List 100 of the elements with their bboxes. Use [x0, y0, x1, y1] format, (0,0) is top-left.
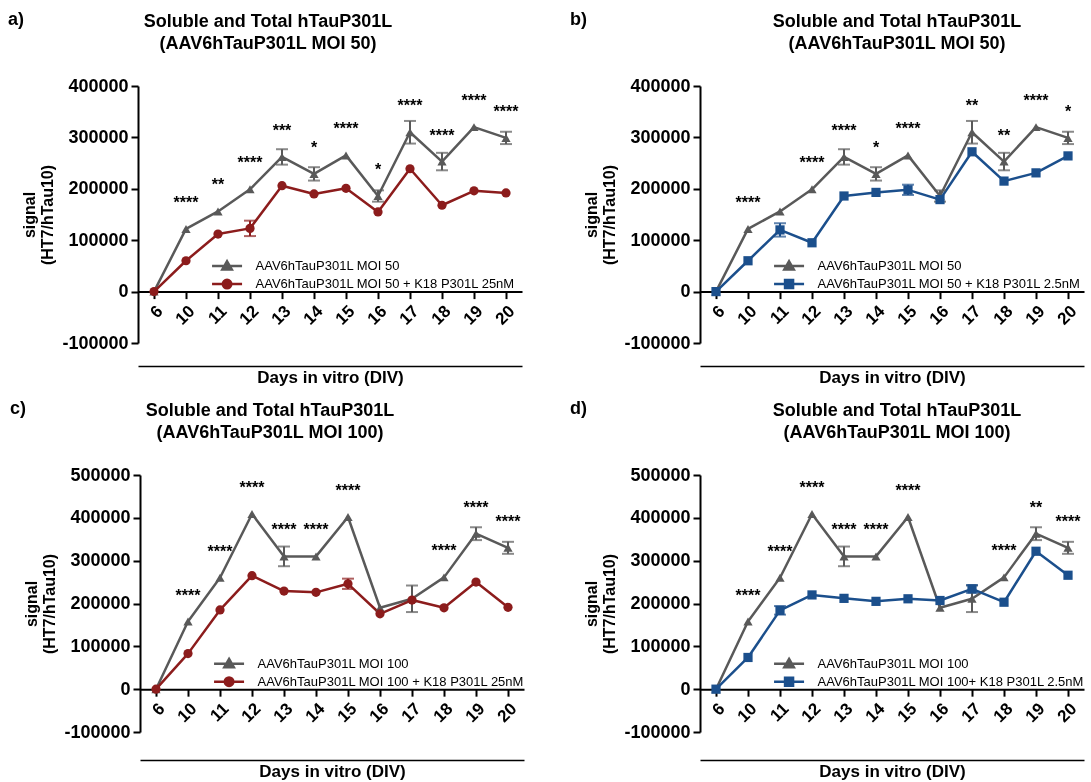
point — [807, 238, 817, 248]
point — [247, 571, 257, 581]
x-tick-label: 17 — [957, 699, 985, 727]
point — [469, 186, 479, 196]
x-tick-label: 6 — [148, 699, 169, 720]
x-tick-label: 16 — [925, 699, 953, 727]
x-tick-label: 13 — [829, 301, 857, 329]
point — [903, 594, 913, 604]
point — [871, 552, 881, 561]
x-tick-label: 10 — [171, 301, 199, 329]
x-tick-label: 17 — [397, 699, 425, 727]
point — [215, 605, 225, 615]
y-axis-title: signal (HT7/hTau10) — [21, 164, 57, 266]
x-tick-label: 17 — [957, 301, 985, 329]
annotation: **** — [863, 521, 890, 539]
point — [471, 577, 481, 587]
annotation: **** — [335, 482, 362, 500]
x-axis-title: Days in vitro (DIV) — [819, 367, 966, 387]
chart-subtitle: (AAV6hTauP301L MOI 100) — [156, 422, 384, 442]
point — [807, 509, 817, 518]
annotation: **** — [207, 542, 234, 560]
y-tick-label: 400000 — [70, 507, 131, 528]
point — [1031, 546, 1041, 556]
point — [807, 590, 817, 600]
y-tick-label: -100000 — [64, 721, 131, 742]
x-tick-label: 12 — [237, 699, 265, 727]
annotation: **** — [429, 126, 456, 144]
y-axis-title: signal (HT7/hTau10) — [583, 164, 619, 266]
legend-label: AAV6hTauP301L MOI 50 — [817, 258, 962, 274]
point — [839, 191, 849, 201]
x-tick-label: 20 — [493, 699, 521, 727]
point — [839, 593, 849, 603]
chart-subtitle: (AAV6hTauP301L MOI 50) — [159, 33, 377, 53]
x-tick-label: 11 — [206, 699, 233, 726]
point — [1031, 123, 1041, 132]
y-tick-label: 400000 — [68, 75, 129, 96]
point — [469, 123, 479, 132]
point — [213, 229, 223, 239]
y-tick-label: 500000 — [70, 464, 131, 485]
chart-title: Soluble and Total hTauP301L — [772, 11, 1022, 31]
annotation: ** — [997, 126, 1011, 144]
annotation: * — [374, 161, 382, 179]
point — [501, 188, 511, 198]
point — [999, 573, 1009, 582]
point — [967, 147, 977, 157]
x-tick-label: 17 — [395, 301, 423, 329]
x-tick-label: 14 — [299, 301, 327, 329]
x-tick-label: 11 — [766, 699, 793, 726]
point — [439, 573, 449, 582]
y-tick-label: 300000 — [630, 550, 691, 571]
x-tick-label: 19 — [459, 301, 487, 329]
y-tick-label: 200000 — [630, 178, 691, 199]
y-tick-label: 300000 — [630, 126, 691, 147]
point — [999, 176, 1009, 186]
annotation: **** — [767, 542, 794, 560]
x-tick-label: 20 — [491, 301, 519, 329]
x-tick-label: 12 — [235, 301, 263, 329]
x-tick-label: 16 — [925, 301, 953, 329]
x-tick-label: 18 — [427, 301, 455, 329]
legend-label: AAV6hTauP301L MOI 100 — [817, 655, 969, 671]
y-tick-label: 0 — [680, 678, 691, 699]
x-axis-title: Days in vitro (DIV) — [257, 367, 404, 387]
annotation: **** — [397, 97, 424, 115]
y-tick-label: 400000 — [630, 75, 691, 96]
point — [247, 509, 257, 518]
point — [245, 223, 255, 233]
annotation: **** — [175, 586, 202, 604]
x-tick-label: 16 — [365, 699, 393, 727]
chart-subtitle: (AAV6hTauP301L MOI 100) — [783, 422, 1011, 442]
y-tick-label: 100000 — [630, 635, 691, 656]
x-tick-label: 6 — [708, 699, 729, 720]
annotation: **** — [237, 154, 264, 172]
chart-title: Soluble and Total hTauP301L — [143, 11, 393, 31]
point — [181, 224, 191, 233]
point — [903, 512, 913, 521]
x-axis-title: Days in vitro (DIV) — [259, 761, 406, 781]
x-tick-label: 16 — [363, 301, 391, 329]
annotation: **** — [895, 120, 922, 138]
point — [309, 189, 319, 199]
y-tick-label: 0 — [680, 281, 691, 302]
text: c) — [10, 397, 27, 419]
point — [503, 602, 513, 612]
annotation: **** — [431, 542, 458, 560]
annotation: **** — [895, 482, 922, 500]
legend-label: AAV6hTauP301L MOI 100+ K18 P301L 2.5nM — [817, 673, 1084, 689]
annotation: * — [1064, 102, 1072, 120]
annotation: **** — [303, 521, 330, 539]
point — [277, 181, 287, 191]
x-tick-label: 15 — [331, 301, 359, 329]
x-tick-label: 11 — [204, 301, 231, 328]
x-tick-label: 19 — [1021, 699, 1049, 727]
annotation: **** — [799, 154, 826, 172]
annotation: **** — [799, 479, 826, 497]
annotation: **** — [831, 121, 858, 139]
point — [311, 587, 321, 597]
point — [183, 649, 193, 659]
point — [341, 151, 351, 160]
point — [1031, 168, 1041, 178]
y-axis-title: signal (HT7/hTau10) — [23, 553, 59, 655]
point — [935, 194, 945, 205]
